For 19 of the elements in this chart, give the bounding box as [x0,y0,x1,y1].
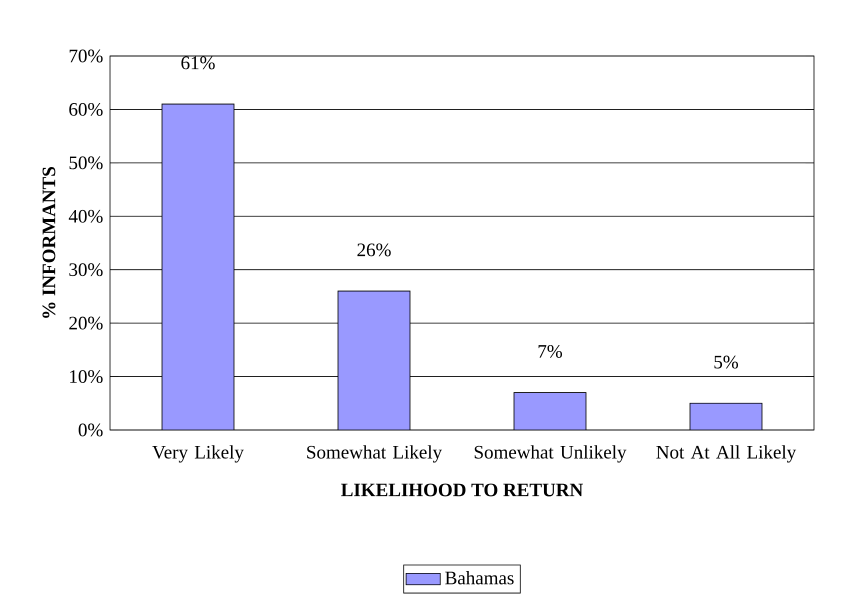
data-label: 7% [538,344,562,358]
data-label: 61% [181,56,215,70]
data-label: 26% [357,243,391,256]
y-tick-label: 10% [70,370,103,384]
y-tick-label: 40% [68,210,103,223]
x-tick-label: Very Likely [152,445,244,463]
y-tick-label: 20% [69,316,103,330]
y-axis-title: % INFORMANTS [42,167,56,318]
x-axis-title: LIKELIHOOD TO RETURN [341,484,583,496]
y-tick-label: 60% [69,102,103,116]
y-tick-label: 0% [78,424,103,436]
y-tick-label: 50% [70,156,103,170]
y-tick-label: 30% [69,263,103,276]
x-tick-label: Somewhat Likely [307,445,442,463]
data-label: 5% [714,356,738,369]
y-tick-label: 70% [70,50,103,62]
x-tick-label: Not At All Likely [656,445,796,463]
x-tick-label: Somewhat Unlikely [474,445,626,463]
legend-label: Bahamas [445,571,514,584]
